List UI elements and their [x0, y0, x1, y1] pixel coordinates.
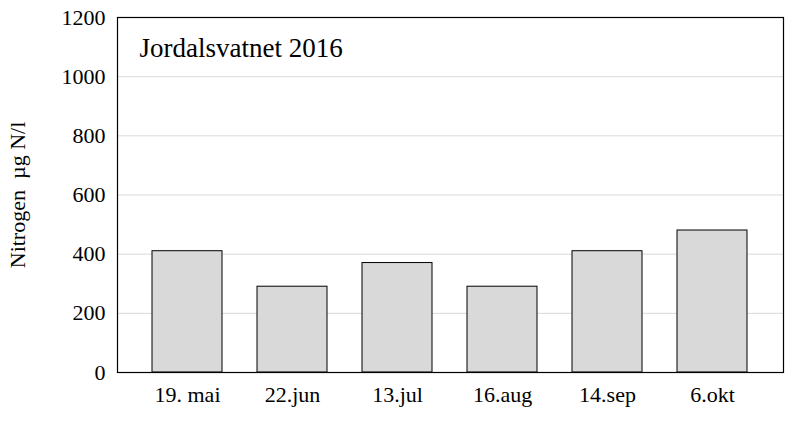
svg-text:14.sep: 14.sep — [579, 382, 636, 407]
svg-text:600: 600 — [73, 182, 106, 207]
svg-text:6.okt: 6.okt — [690, 382, 735, 407]
svg-text:800: 800 — [73, 123, 106, 148]
svg-text:Jordalsvatnet 2016: Jordalsvatnet 2016 — [140, 33, 343, 63]
svg-text:Nitrogen µg N/l: Nitrogen µg N/l — [5, 122, 30, 269]
svg-text:19. mai: 19. mai — [155, 382, 221, 407]
svg-text:400: 400 — [73, 241, 106, 266]
svg-text:1000: 1000 — [62, 64, 106, 89]
svg-text:16.aug: 16.aug — [473, 382, 532, 407]
svg-text:1200: 1200 — [62, 5, 106, 30]
svg-text:0: 0 — [95, 360, 106, 385]
svg-text:13.jul: 13.jul — [372, 382, 423, 407]
svg-text:22.jun: 22.jun — [265, 382, 321, 407]
svg-text:200: 200 — [73, 300, 106, 325]
